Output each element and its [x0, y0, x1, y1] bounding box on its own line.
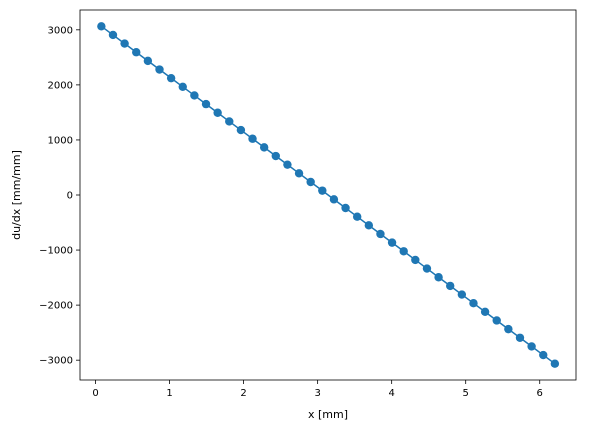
- data-point: [306, 177, 315, 187]
- data-point: [132, 48, 141, 57]
- x-tick-label: 3: [314, 388, 320, 399]
- data-point: [329, 195, 339, 204]
- y-axis-label: du/dx [mm/mm]: [10, 150, 23, 240]
- data-point: [120, 39, 129, 48]
- x-tick-label: 0: [92, 388, 98, 399]
- data-point: [387, 238, 397, 247]
- data-point: [411, 255, 420, 265]
- data-point: [457, 290, 467, 299]
- y-tick-label: 0: [67, 191, 73, 202]
- y-tick-label: −3000: [39, 356, 73, 367]
- data-point: [422, 264, 432, 273]
- data-point: [504, 324, 513, 334]
- data-point: [166, 73, 176, 83]
- x-tick-label: 4: [388, 388, 394, 399]
- data-point: [527, 342, 536, 351]
- y-tick-label: 2000: [48, 80, 73, 91]
- data-point: [294, 169, 304, 178]
- x-tick-label: 6: [537, 388, 543, 399]
- data-point: [364, 221, 374, 230]
- data-point: [283, 160, 292, 169]
- data-point: [143, 56, 153, 66]
- y-tick-label: 1000: [48, 135, 73, 146]
- data-point: [399, 247, 408, 256]
- data-point: [108, 30, 118, 40]
- data-point: [318, 186, 327, 195]
- x-tick-label: 5: [463, 388, 469, 399]
- y-axis: −3000 −2000 −1000 0 1000 2000 3000: [39, 25, 80, 367]
- data-point: [469, 298, 478, 308]
- y-tick-label: −2000: [39, 301, 73, 312]
- y-tick-label: 3000: [48, 25, 73, 36]
- data-point: [271, 151, 280, 161]
- x-axis-label: x [mm]: [308, 408, 348, 421]
- data-point: [190, 91, 199, 100]
- data-point: [352, 212, 362, 221]
- data-point: [248, 134, 257, 143]
- data-layer: [97, 22, 560, 368]
- data-point: [480, 307, 490, 317]
- series-line: [100, 25, 556, 365]
- x-tick-label: 1: [166, 388, 172, 399]
- data-point: [539, 350, 548, 360]
- data-point: [225, 117, 234, 126]
- data-point: [492, 316, 501, 325]
- y-tick-label: −1000: [39, 246, 73, 257]
- data-point: [259, 143, 269, 152]
- x-axis: 0 1 2 3 4 5 6: [92, 380, 543, 399]
- data-point: [178, 82, 187, 92]
- data-point: [446, 281, 455, 291]
- data-point: [236, 125, 246, 135]
- data-point: [97, 22, 106, 31]
- data-point: [155, 65, 164, 74]
- data-point: [550, 359, 560, 368]
- data-point: [515, 333, 525, 342]
- data-point: [376, 229, 385, 239]
- data-point: [213, 108, 222, 117]
- data-point: [434, 273, 443, 282]
- data-point: [201, 99, 211, 109]
- data-point: [341, 203, 350, 213]
- x-tick-label: 2: [240, 388, 246, 399]
